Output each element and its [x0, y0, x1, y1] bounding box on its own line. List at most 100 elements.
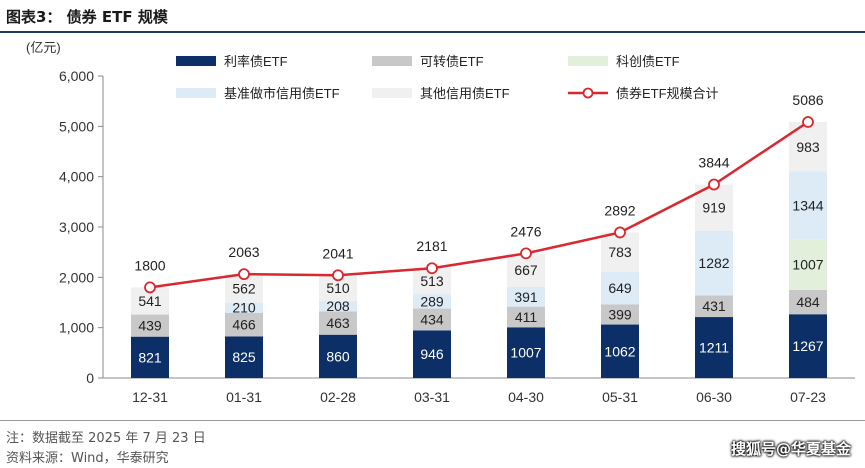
total-line-label: 2181: [416, 238, 447, 254]
bar-value-label: 411: [515, 309, 538, 325]
bar-segment: [319, 300, 357, 312]
bar-value-label: 434: [420, 311, 444, 327]
y-tick-label: 0: [86, 370, 94, 386]
total-line-label: 2041: [322, 245, 353, 261]
watermark: 搜狐号@华夏基金: [730, 440, 851, 458]
bar-value-label: 919: [702, 200, 726, 216]
legend-swatch: [176, 56, 216, 66]
total-line-label: 5086: [792, 92, 823, 108]
bar-segment: [789, 289, 827, 315]
y-tick-label: 5,000: [59, 118, 94, 134]
bar-value-label: 821: [138, 349, 162, 365]
x-tick-label: 02-28: [320, 389, 356, 405]
bar-value-label: 946: [420, 346, 444, 362]
total-line-point: [708, 178, 720, 191]
total-line: [149, 120, 809, 289]
bar-value-label: 1062: [604, 343, 635, 359]
bar-value-label: 431: [702, 298, 726, 314]
legend-label: 科创债ETF: [616, 54, 680, 69]
bar-value-label: 860: [326, 348, 350, 364]
bar-segment: [319, 311, 357, 335]
bar-value-label: 210: [232, 300, 256, 316]
legend-swatch: [176, 88, 216, 98]
bar-segment: [507, 306, 545, 328]
bar-segment: [601, 324, 639, 378]
bar-segment: [507, 327, 545, 378]
bar-value-label: 439: [138, 318, 162, 334]
x-tick-label: 04-30: [508, 389, 544, 405]
bar-segment: [131, 336, 169, 378]
bar-segment: [131, 314, 169, 337]
bar-segment: [601, 304, 639, 325]
bar-segment: [225, 336, 263, 378]
bar-value-label: 1007: [510, 345, 541, 361]
bar-value-label: 463: [326, 315, 350, 331]
x-tick-label: 12-31: [132, 389, 168, 405]
bar-segment: [319, 334, 357, 378]
bar-segment: [413, 308, 451, 331]
y-tick-label: 3,000: [59, 219, 94, 235]
bar-value-label: 484: [796, 294, 820, 310]
bar-value-label: 510: [326, 280, 350, 296]
bar-value-label: 399: [608, 307, 632, 323]
x-tick-label: 01-31: [226, 389, 262, 405]
y-tick-label: 1,000: [59, 320, 94, 336]
bar-value-label: 1211: [699, 340, 729, 356]
total-line-point: [332, 269, 344, 282]
total-line-point: [520, 247, 532, 260]
legend-label: 可转债ETF: [420, 54, 484, 69]
bar-segment: [601, 271, 639, 305]
bar-segment: [413, 330, 451, 378]
figure-title: 图表3： 债券 ETF 规模: [6, 8, 168, 26]
bar-value-label: 667: [514, 262, 538, 278]
bar-segment: [601, 232, 639, 272]
legend-label: 其他信用债ETF: [420, 86, 510, 101]
bar-value-label: 1344: [792, 197, 823, 213]
total-line-label: 1800: [134, 257, 165, 273]
source-line: 资料来源：Wind，华泰研究: [6, 451, 169, 466]
bar-value-label: 1007: [792, 257, 823, 273]
y-unit-label: (亿元): [26, 40, 61, 55]
legend-label: 基准做市信用债ETF: [224, 86, 340, 101]
footnote: 注：数据截至 2025 年 7 月 23 日: [6, 431, 206, 446]
y-tick-label: 2,000: [59, 269, 94, 285]
legend-line-marker: [582, 87, 594, 99]
etf-scale-chart: (亿元) 0 1,000 2,000 3,000 4,000 5,000 6,000 821 43…: [26, 40, 855, 405]
bar-segment: [695, 295, 733, 318]
legend-label: 利率债ETF: [224, 54, 288, 69]
y-tick-label: 4,000: [59, 169, 94, 185]
x-tick-label: 06-30: [696, 389, 732, 405]
x-tick-label: 07-23: [790, 389, 826, 405]
bar-value-label: 825: [232, 349, 256, 365]
bar-value-label: 289: [420, 293, 444, 309]
legend-swatch: [372, 56, 412, 66]
bar-segment: [225, 313, 263, 337]
bar-value-label: 541: [138, 293, 162, 309]
legend-swatch: [372, 88, 412, 98]
total-line-label: 2476: [510, 223, 541, 239]
total-line-point: [802, 116, 814, 128]
footer-divider: [0, 420, 865, 421]
bar-value-label: 1282: [698, 255, 729, 271]
total-line-point: [426, 262, 438, 275]
total-line-label: 3844: [698, 155, 729, 171]
bar-segment: [507, 286, 545, 307]
bar-segment: [789, 171, 827, 240]
bar-segment: [789, 314, 827, 378]
bar-value-label: 466: [232, 317, 256, 333]
bar-value-label: 562: [232, 280, 256, 296]
bar-segment: [695, 317, 733, 378]
bar-segment: [695, 230, 733, 296]
total-line-point: [238, 268, 250, 281]
bar-value-label: 391: [514, 289, 538, 305]
total-line-label: 2892: [604, 202, 635, 218]
total-line-point: [614, 226, 626, 239]
bar-value-label: 513: [420, 273, 444, 289]
legend-swatch: [568, 56, 608, 66]
x-tick-label: 05-31: [602, 389, 638, 405]
bar-segment: [789, 239, 827, 290]
bar-segment: [225, 302, 263, 314]
bar-value-label: 208: [326, 298, 350, 314]
x-tick-label: 03-31: [414, 389, 450, 405]
bar-value-label: 783: [608, 244, 632, 260]
